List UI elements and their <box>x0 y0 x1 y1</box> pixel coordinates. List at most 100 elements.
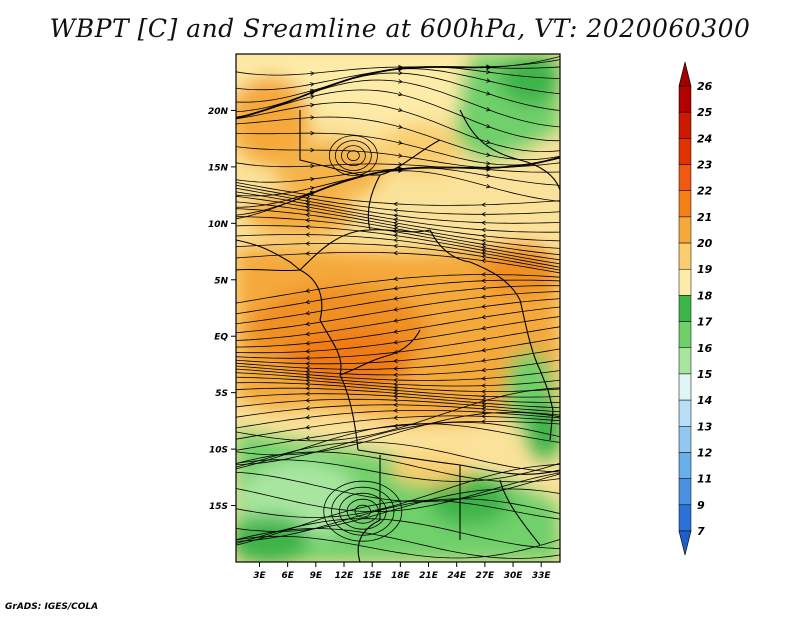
streamline-arrow <box>305 205 310 210</box>
streamline <box>236 162 560 197</box>
streamline <box>236 279 560 315</box>
streamline-arrow <box>310 163 315 169</box>
streamline-arrow <box>481 347 486 353</box>
streamline-arrow <box>393 377 398 383</box>
streamline-arrow <box>305 208 310 213</box>
streamline <box>236 535 560 559</box>
colorbar-label: 13 <box>697 420 713 433</box>
streamline-arrow <box>305 299 310 305</box>
streamline-arrow <box>398 107 403 112</box>
colorbar-swatch <box>678 268 692 296</box>
streamline-arrow <box>481 278 486 283</box>
streamline <box>236 471 560 503</box>
colorbar-swatch <box>678 452 692 479</box>
streamline <box>236 415 560 440</box>
streamline-arrow <box>481 419 486 424</box>
colorbar-swatch <box>678 321 692 349</box>
colorbar: 26 25 24 23 22 21 20 19 18 17 16 15 14 13 12 11 9 7 <box>678 61 713 556</box>
streamline-arrow <box>486 65 491 70</box>
streamline-arrow <box>393 233 398 239</box>
streamline-arrow <box>393 394 398 399</box>
plot-frame <box>235 53 561 563</box>
streamline-arrow <box>398 66 403 72</box>
colorbar-label: 11 <box>697 473 712 486</box>
streamline-arrow <box>481 227 486 233</box>
streamline-arrow <box>305 405 310 411</box>
lon-tick-label: 3E <box>253 571 266 581</box>
colorbar-label: 7 <box>697 525 705 538</box>
streamline <box>236 498 560 542</box>
streamline <box>236 382 560 398</box>
streamline <box>236 234 560 268</box>
streamline-arrow <box>481 242 486 247</box>
streamline-arrow <box>305 414 310 420</box>
streamline <box>236 404 560 418</box>
streamline-arrow <box>310 71 315 76</box>
streamline-arrow <box>481 220 486 226</box>
streamline-arrow <box>393 223 398 229</box>
streamline-arrow <box>305 378 310 383</box>
streamline-arrow <box>393 208 398 213</box>
lat-tick-label: 20N <box>208 107 229 117</box>
streamline-arrow <box>481 258 486 264</box>
streamline-arrow <box>393 408 398 413</box>
colorbar-swatch <box>678 164 692 191</box>
streamline-arrow <box>486 152 491 157</box>
streamline-arrow <box>393 217 398 223</box>
streamline <box>236 170 560 220</box>
streamline <box>236 285 560 325</box>
streamline-arrow <box>393 213 398 218</box>
colorbar-label: 16 <box>697 342 713 355</box>
streamline <box>236 291 560 334</box>
colorbar-label: 22 <box>697 185 713 198</box>
streamline-arrow <box>481 389 486 394</box>
streamline-arrow <box>485 107 491 112</box>
colorbar-swatch <box>678 478 692 506</box>
streamline-arrow <box>310 115 315 120</box>
streamline-arrow <box>393 318 398 323</box>
streamline-arrow <box>486 173 491 178</box>
streamline-arrow <box>481 272 486 277</box>
streamline-arrow <box>393 220 398 226</box>
streamline-arrow <box>398 168 403 173</box>
streamline-arrow <box>305 381 310 387</box>
streamline-arrow <box>393 381 398 387</box>
streamline-arrow <box>481 254 486 260</box>
streamline <box>236 298 560 341</box>
streamline-arrow <box>481 251 486 256</box>
colorbar-label: 20 <box>697 237 713 250</box>
colorbar-swatch <box>678 242 692 270</box>
streamline <box>236 387 560 403</box>
streamline-vortex <box>328 135 378 177</box>
longitude-axis: 3E 6E 9E 12E 15E 18E 21E 24E 27E 30E 33E <box>253 562 551 581</box>
streamline <box>236 182 560 206</box>
streamline-arrow <box>305 202 310 207</box>
streamline <box>236 79 560 128</box>
streamline-arrow <box>305 196 310 201</box>
streamline-arrow <box>393 349 398 355</box>
streamline <box>236 101 560 153</box>
streamline-arrow <box>393 329 398 334</box>
streamline-arrow <box>305 355 310 361</box>
streamline-arrow <box>305 349 310 354</box>
streamline <box>236 306 560 348</box>
streamline-arrow <box>393 391 398 396</box>
colorbar-label: 23 <box>697 159 713 172</box>
streamline-arrow <box>393 423 398 429</box>
streamline-arrow <box>481 314 486 320</box>
streamline-vortex <box>346 498 379 524</box>
colorbar-swatch <box>678 295 692 322</box>
streamline-arrow <box>481 325 486 331</box>
colorbar-label: 25 <box>697 106 713 119</box>
streamline-arrow <box>486 161 491 166</box>
streamline <box>236 208 560 256</box>
streamline-arrow <box>305 251 310 256</box>
streamline-arrow <box>486 78 491 83</box>
streamline-arrow <box>393 276 398 282</box>
colorbar-label: 12 <box>697 446 713 459</box>
streamline <box>236 252 560 274</box>
streamline-arrow <box>486 167 491 172</box>
lon-tick-label: 15E <box>363 571 383 581</box>
lat-tick-label: 15S <box>209 502 228 512</box>
streamline <box>236 132 560 166</box>
